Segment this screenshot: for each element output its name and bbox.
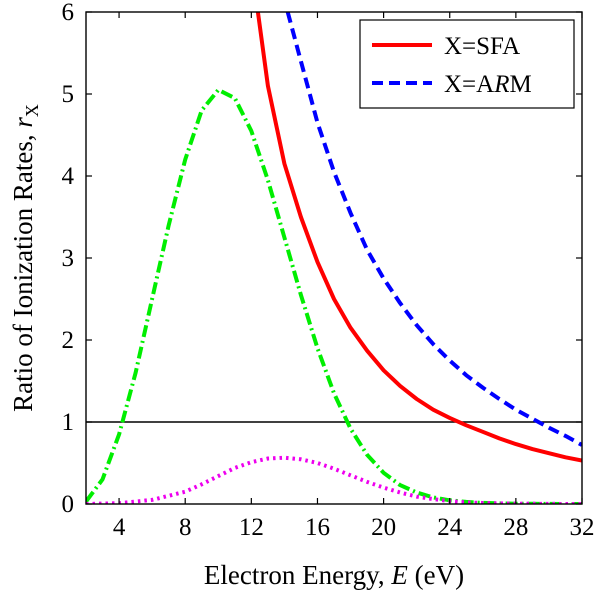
legend: X=SFA X=ARM [359,19,575,109]
y-tick-label: 1 [62,409,75,436]
legend-entry-label: X=SFA [444,33,520,60]
x-tick-label: 4 [113,514,126,541]
x-tick-label: 16 [305,514,330,541]
series-line-x-sfa [255,12,582,463]
y-axis-label: Ratio of Ionization Rates, rX [8,104,42,412]
x-tick-label: 20 [371,514,396,541]
x-tick-label: 24 [437,514,463,541]
x-tick-label: 32 [570,514,595,541]
series-line-curve-3 [86,87,582,504]
y-tick-label: 5 [62,81,75,108]
series-line-curve-4 [86,455,582,504]
legend-box [359,19,575,109]
x-tick-label: 12 [239,514,264,541]
y-tick-label: 2 [62,327,75,354]
x-tick-label: 8 [179,514,192,541]
y-tick-label: 0 [62,491,75,518]
series-line-x-arm [285,12,582,447]
y-tick-label: 3 [62,245,75,272]
legend-entry-label: X=ARM [444,71,532,98]
x-tick-label: 28 [503,514,528,541]
x-axis-label: Electron Energy, E (eV) [204,560,464,590]
y-tick-label: 6 [62,0,75,26]
y-tick-label: 4 [62,163,75,190]
